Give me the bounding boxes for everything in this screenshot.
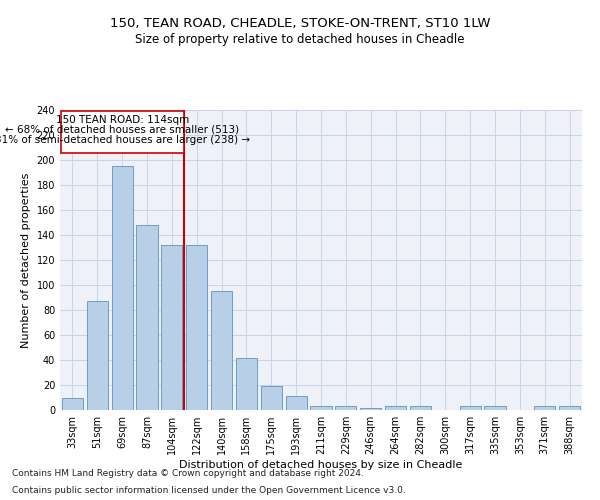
Bar: [385, 406, 406, 410]
Bar: [410, 406, 431, 410]
Bar: [87, 301, 108, 410]
Text: 31% of semi-detached houses are larger (238) →: 31% of semi-detached houses are larger (…: [0, 135, 250, 145]
Text: ← 68% of detached houses are smaller (513): ← 68% of detached houses are smaller (51…: [5, 125, 239, 135]
Bar: [360, 408, 381, 410]
Y-axis label: Number of detached properties: Number of detached properties: [21, 172, 31, 348]
Bar: [534, 406, 555, 410]
Bar: [161, 245, 182, 410]
Text: Size of property relative to detached houses in Cheadle: Size of property relative to detached ho…: [135, 32, 465, 46]
Bar: [62, 398, 83, 410]
Bar: [559, 406, 580, 410]
Bar: [236, 358, 257, 410]
Bar: [460, 406, 481, 410]
Bar: [310, 406, 332, 410]
Bar: [286, 396, 307, 410]
Bar: [261, 386, 282, 410]
Text: 150, TEAN ROAD, CHEADLE, STOKE-ON-TRENT, ST10 1LW: 150, TEAN ROAD, CHEADLE, STOKE-ON-TRENT,…: [110, 18, 490, 30]
FancyBboxPatch shape: [61, 112, 184, 152]
Bar: [186, 245, 207, 410]
Bar: [335, 406, 356, 410]
X-axis label: Distribution of detached houses by size in Cheadle: Distribution of detached houses by size …: [179, 460, 463, 470]
Bar: [211, 291, 232, 410]
Bar: [136, 225, 158, 410]
Text: 150 TEAN ROAD: 114sqm: 150 TEAN ROAD: 114sqm: [56, 115, 189, 125]
Bar: [484, 406, 506, 410]
Bar: [112, 166, 133, 410]
Text: Contains HM Land Registry data © Crown copyright and database right 2024.: Contains HM Land Registry data © Crown c…: [12, 468, 364, 477]
Text: Contains public sector information licensed under the Open Government Licence v3: Contains public sector information licen…: [12, 486, 406, 495]
